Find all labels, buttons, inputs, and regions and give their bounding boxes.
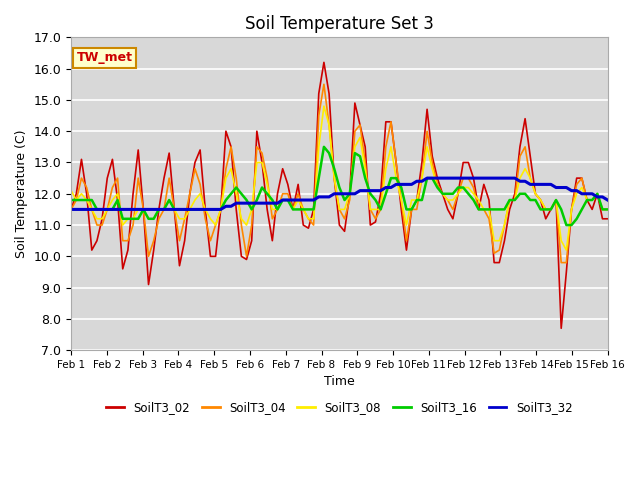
SoilT3_04 [604,206,611,212]
SoilT3_08 [465,185,472,191]
SoilT3_04 [320,82,328,87]
SoilT3_04 [274,206,282,212]
SoilT3_02 [72,191,80,197]
SoilT3_16 [604,206,611,212]
SoilT3_02 [300,222,307,228]
SoilT3_32 [604,197,611,203]
SoilT3_08 [72,197,80,203]
SoilT3_02 [557,325,565,331]
SoilT3_32 [72,206,80,212]
SoilT3_16 [72,197,80,203]
Line: SoilT3_08: SoilT3_08 [71,106,607,250]
SoilT3_02 [140,206,147,212]
SoilT3_04 [72,197,80,203]
Line: SoilT3_16: SoilT3_16 [71,147,607,225]
SoilT3_08 [300,206,307,212]
Text: TW_met: TW_met [77,51,132,64]
SoilT3_08 [563,247,570,253]
SoilT3_32 [598,194,606,200]
SoilT3_02 [67,206,75,212]
SoilT3_02 [465,160,472,166]
X-axis label: Time: Time [324,375,355,388]
SoilT3_16 [67,197,75,203]
SoilT3_32 [423,175,431,181]
Legend: SoilT3_02, SoilT3_04, SoilT3_08, SoilT3_16, SoilT3_32: SoilT3_02, SoilT3_04, SoilT3_08, SoilT3_… [102,397,577,419]
Y-axis label: Soil Temperature (C): Soil Temperature (C) [15,130,28,258]
SoilT3_08 [274,206,282,212]
SoilT3_02 [274,191,282,197]
Line: SoilT3_04: SoilT3_04 [71,84,607,263]
SoilT3_16 [320,144,328,150]
SoilT3_32 [465,175,472,181]
SoilT3_32 [67,206,75,212]
SoilT3_04 [300,206,307,212]
SoilT3_16 [140,206,147,212]
SoilT3_08 [320,103,328,109]
SoilT3_04 [67,206,75,212]
SoilT3_04 [140,206,147,212]
SoilT3_32 [300,197,307,203]
SoilT3_16 [460,185,467,191]
SoilT3_04 [465,175,472,181]
SoilT3_16 [465,191,472,197]
SoilT3_02 [320,60,328,65]
SoilT3_16 [563,222,570,228]
SoilT3_08 [67,188,75,193]
SoilT3_16 [274,206,282,212]
SoilT3_02 [604,216,611,222]
Title: Soil Temperature Set 3: Soil Temperature Set 3 [245,15,434,33]
SoilT3_02 [460,160,467,166]
SoilT3_32 [140,206,147,212]
Line: SoilT3_32: SoilT3_32 [71,178,607,209]
SoilT3_04 [557,260,565,265]
SoilT3_08 [140,206,147,212]
SoilT3_08 [604,206,611,212]
SoilT3_04 [460,175,467,181]
Line: SoilT3_02: SoilT3_02 [71,62,607,328]
SoilT3_08 [460,185,467,191]
SoilT3_16 [300,206,307,212]
SoilT3_32 [460,175,467,181]
